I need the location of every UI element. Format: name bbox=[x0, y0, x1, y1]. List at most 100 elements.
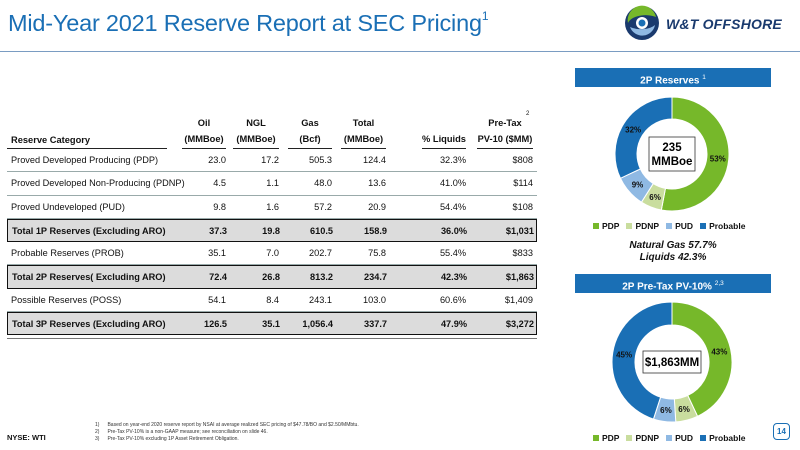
cell-total: 103.0 bbox=[363, 294, 386, 305]
row-label: Possible Reserves (POSS) bbox=[11, 294, 122, 305]
center-value-text: 235 bbox=[662, 142, 682, 154]
ticker-symbol: NYSE: WTI bbox=[7, 433, 46, 442]
header-pv10-footnote: 2 bbox=[526, 111, 530, 117]
cell-oil: 35.1 bbox=[208, 248, 226, 259]
table-body: Proved Developed Producing (PDP) 23.0 17.2… bbox=[7, 149, 537, 336]
cell-pv: $108 bbox=[512, 201, 533, 212]
table-row: Possible Reserves (POSS) 54.1 8.4 243.1 103.… bbox=[7, 289, 537, 313]
legend-item-pdnp: PDNP bbox=[626, 433, 659, 443]
legend-swatch bbox=[666, 435, 673, 441]
header-total: Total (MMBoe) bbox=[343, 118, 384, 144]
footnote-number: 3) bbox=[95, 436, 100, 442]
row-label: Total 1P Reserves (Excluding ARO) bbox=[12, 225, 166, 236]
footnote-text: Based on year-end 2020 reserve report by… bbox=[107, 422, 359, 428]
cell-ngl: 1.6 bbox=[266, 201, 279, 212]
cell-total: 75.8 bbox=[368, 248, 386, 259]
table-row: Proved Undeveloped (PUD) 9.8 1.6 57.2 20.9 54… bbox=[7, 196, 537, 219]
cell-gas: 505.3 bbox=[309, 155, 332, 165]
header-oil: Oil (MMBoe) bbox=[184, 118, 224, 144]
wt-swirl-icon bbox=[625, 5, 659, 40]
cell-ngl: 1.1 bbox=[266, 178, 279, 189]
pv10-legend: PDP PDNP PUD Probable bbox=[593, 433, 745, 443]
page-title: Mid-Year 2021 Reserve Report at SEC Pric… bbox=[8, 9, 489, 36]
page-number: 14 bbox=[773, 423, 790, 440]
legend-label: Probable bbox=[709, 433, 746, 443]
slice-label-pdp: 53% bbox=[710, 154, 726, 163]
table-bottom-rule bbox=[7, 338, 537, 339]
header-underline bbox=[233, 148, 279, 149]
cell-pv: $1,031 bbox=[505, 225, 534, 236]
pv10-donut-chart: 43% 6% 6% 45% $1,863MM bbox=[611, 301, 733, 423]
legend-swatch bbox=[593, 223, 599, 229]
header-liquids: % Liquids bbox=[422, 134, 466, 144]
cell-gas: 57.2 bbox=[314, 201, 332, 212]
legend-swatch bbox=[700, 223, 707, 229]
cell-gas: 243.1 bbox=[309, 294, 332, 305]
cell-liquids: 47.9% bbox=[440, 319, 467, 330]
slice-label-pdnp: 6% bbox=[649, 193, 661, 202]
row-label: Total 3P Reserves (Excluding ARO) bbox=[12, 319, 166, 330]
table-header: Reserve Category Oil (MMBoe) NGL (MMBoe) G… bbox=[7, 111, 537, 149]
legend-swatch bbox=[666, 223, 673, 229]
cell-pv: $833 bbox=[512, 248, 533, 259]
legend-label: PDNP bbox=[635, 433, 660, 443]
legend-label: PDNP bbox=[635, 221, 660, 231]
table-row: Probable Reserves (PROB) 35.1 7.0 202.7 75.8… bbox=[7, 242, 537, 266]
cell-pv: $3,272 bbox=[505, 319, 534, 330]
reserves-legend: PDP PDNP PUD Probable bbox=[593, 221, 745, 231]
header-underline bbox=[477, 148, 533, 149]
cell-total: 13.6 bbox=[368, 178, 386, 189]
cell-liquids: 32.3% bbox=[439, 155, 466, 165]
legend-label: PDP bbox=[602, 433, 620, 443]
table-row: Total 1P Reserves (Excluding ARO) 37.3 19.… bbox=[7, 218, 537, 243]
center-value-box bbox=[648, 136, 696, 172]
legend-item-pdp: PDP bbox=[593, 433, 619, 443]
cell-liquids: 55.4% bbox=[439, 248, 466, 259]
header-underline bbox=[422, 148, 466, 149]
legend-item-pdnp: PDNP bbox=[626, 221, 659, 231]
legend-label: PUD bbox=[675, 433, 694, 443]
center-value-text: MMBoe bbox=[652, 156, 693, 168]
cell-oil: 4.5 bbox=[213, 178, 226, 189]
cell-pv: $1,863 bbox=[505, 272, 534, 283]
legend-swatch bbox=[626, 223, 633, 229]
legend-item-pud: PUD bbox=[666, 221, 693, 231]
footnote-number: 2) bbox=[95, 429, 100, 435]
reserves-panel-title: 2P Reserves 1 bbox=[575, 68, 771, 87]
legend-swatch bbox=[593, 435, 599, 441]
logo-text: W&T OFFSHORE bbox=[666, 16, 782, 32]
cell-liquids: 54.4% bbox=[439, 201, 466, 212]
header-pv10: Pre-Tax PV-10 ($MM) bbox=[477, 118, 533, 144]
commodity-mix-note: Natural Gas 57.7% Liquids 42.3% bbox=[575, 240, 771, 264]
cell-ngl: 26.8 bbox=[262, 272, 280, 283]
cell-liquids: 60.6% bbox=[439, 294, 466, 305]
cell-liquids: 42.3% bbox=[440, 272, 467, 283]
table-row: Total 2P Reserves( Excluding ARO) 72.4 26.… bbox=[7, 265, 537, 289]
cell-ngl: 35.1 bbox=[262, 319, 280, 330]
cell-total: 158.9 bbox=[364, 225, 387, 236]
footnote: 3) Pre-Tax PV-10% excluding 1P Asset Reti… bbox=[95, 436, 359, 443]
cell-ngl: 7.0 bbox=[266, 248, 279, 259]
slice-label-pdp: 43% bbox=[711, 347, 727, 356]
legend-label: Probable bbox=[709, 221, 746, 231]
cell-oil: 54.1 bbox=[208, 294, 226, 305]
cell-gas: 610.5 bbox=[310, 225, 333, 236]
header-ngl: NGL (MMBoe) bbox=[236, 118, 276, 144]
legend-item-probable: Probable bbox=[700, 433, 745, 443]
cell-oil: 126.5 bbox=[204, 319, 227, 330]
liquids-share: Liquids 42.3% bbox=[639, 252, 707, 263]
row-label: Total 2P Reserves( Excluding ARO) bbox=[12, 272, 166, 283]
footnote: 2) Pre-Tax PV-10% is a non-GAAP measure; … bbox=[95, 429, 359, 436]
row-label: Proved Developed Non-Producing (PDNP) bbox=[11, 178, 185, 189]
header-underline bbox=[341, 148, 386, 149]
header-underline bbox=[182, 148, 226, 149]
cell-oil: 72.4 bbox=[209, 272, 227, 283]
cell-ngl: 19.8 bbox=[262, 225, 280, 236]
legend-label: PUD bbox=[675, 221, 694, 231]
table-row: Proved Developed Producing (PDP) 23.0 17.2… bbox=[7, 149, 537, 173]
cell-gas: 1,056.4 bbox=[302, 319, 333, 330]
reserve-table: Reserve Category Oil (MMBoe) NGL (MMBoe) G… bbox=[7, 111, 537, 336]
cell-liquids: 36.0% bbox=[440, 225, 467, 236]
legend-label: PDP bbox=[602, 221, 620, 231]
footnote: 1) Based on year-end 2020 reserve report … bbox=[95, 422, 359, 429]
